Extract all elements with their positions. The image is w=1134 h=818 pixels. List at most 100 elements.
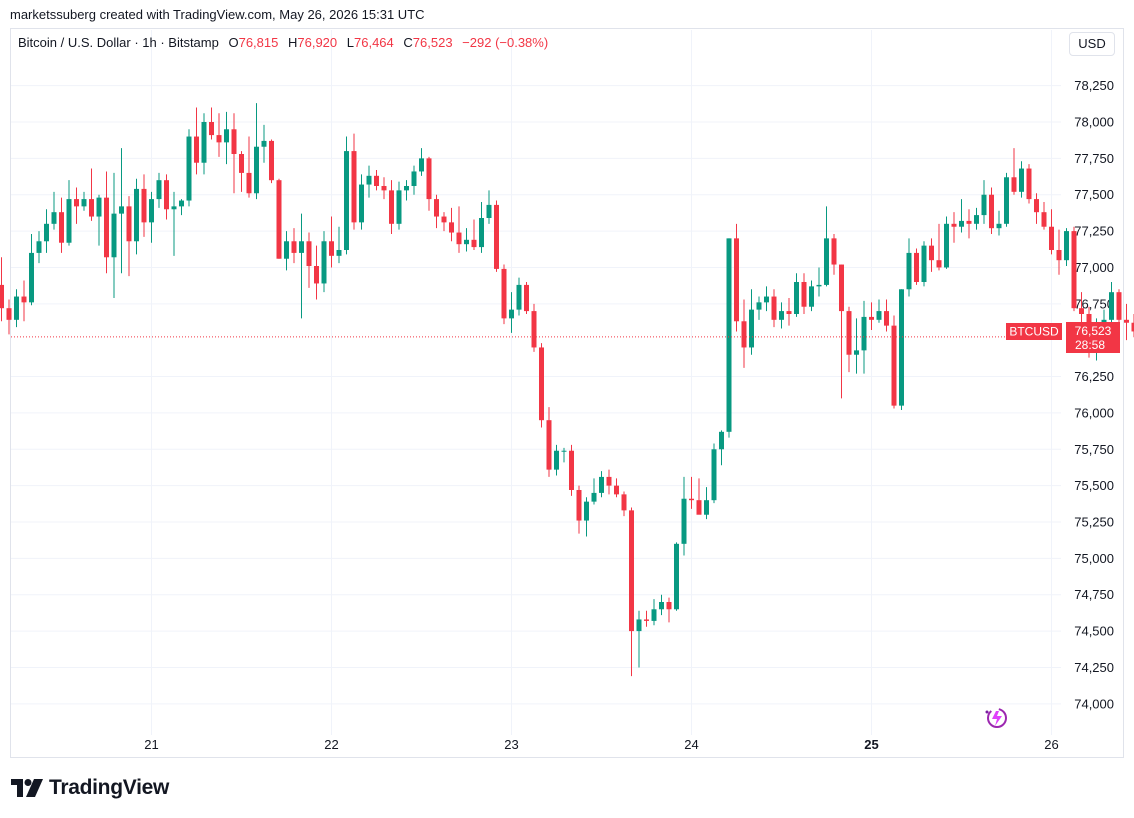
- tradingview-logo[interactable]: TradingView: [11, 776, 169, 800]
- candle-body: [276, 180, 282, 259]
- candle-body: [816, 284, 822, 287]
- candle-body: [411, 171, 417, 186]
- candle-body: [231, 129, 237, 154]
- candle-body: [81, 199, 87, 207]
- price-tag-bg: [1066, 322, 1120, 353]
- candle-body: [501, 268, 507, 319]
- candle-body: [839, 264, 844, 312]
- candle-body: [906, 252, 912, 290]
- candle-body: [794, 282, 799, 314]
- y-tick-label: 74,000: [1074, 696, 1114, 711]
- candle-body: [749, 309, 754, 348]
- change-value: −292 (−0.38%): [462, 35, 549, 50]
- magic-icon-ring: [987, 708, 1007, 728]
- candle-body: [1034, 199, 1039, 213]
- candle-body: [119, 206, 124, 214]
- candle-body: [374, 175, 379, 186]
- candle-body: [974, 215, 979, 224]
- candle-body: [831, 238, 837, 265]
- candle-body: [59, 212, 64, 243]
- candle-body: [434, 199, 439, 217]
- y-tick-label: 74,250: [1074, 660, 1114, 675]
- candle-body: [441, 216, 447, 223]
- price-axis: 74,000 74,250 74,500 74,750 75,000 75,250 75,5…: [1074, 78, 1114, 711]
- candle-body: [531, 311, 537, 348]
- candle-body: [674, 543, 679, 610]
- candle-body: [186, 136, 192, 201]
- y-tick-label: 77,000: [1074, 260, 1114, 275]
- candle-body: [471, 239, 477, 248]
- candle-body: [786, 311, 792, 314]
- y-tick-label: 74,750: [1074, 587, 1114, 602]
- candle-body: [329, 241, 334, 256]
- candle-body: [966, 220, 972, 224]
- candle-body: [741, 321, 747, 348]
- candle-body: [644, 619, 649, 621]
- candle-body: [89, 199, 94, 217]
- candle-body: [539, 347, 544, 421]
- candle-body: [141, 188, 147, 223]
- candle-body: [981, 194, 987, 216]
- candle-body: [569, 450, 574, 490]
- candle-body: [696, 500, 702, 515]
- magic-icon[interactable]: [985, 708, 1007, 728]
- candle-body: [486, 204, 492, 218]
- candle-body: [1131, 322, 1134, 332]
- candle-body: [719, 431, 724, 450]
- candle-body: [359, 184, 364, 223]
- candle-body: [951, 223, 957, 227]
- ticker-tag: BTCUSD: [1009, 325, 1059, 339]
- candle-body: [404, 186, 409, 191]
- candle-body: [681, 498, 687, 544]
- candle-body: [1004, 177, 1009, 224]
- candle-body: [854, 350, 859, 355]
- candle-body: [291, 241, 297, 253]
- candle-body: [239, 154, 244, 173]
- candle-body: [1116, 292, 1122, 320]
- candle-body: [44, 223, 49, 242]
- open-value: 76,815: [238, 35, 279, 50]
- candle-body: [989, 194, 994, 229]
- candle-body: [689, 498, 694, 501]
- candle-body: [111, 213, 117, 258]
- y-tick-label: 76,000: [1074, 405, 1114, 420]
- lightning-icon: [992, 711, 1002, 726]
- candle-body: [126, 206, 132, 242]
- candle-body: [629, 510, 634, 632]
- candle-body: [1109, 292, 1114, 320]
- candle-body: [621, 494, 627, 511]
- candle-body: [584, 501, 589, 521]
- candle-body: [779, 311, 784, 320]
- candle-body: [1026, 168, 1032, 200]
- candle-body: [876, 311, 882, 320]
- candle-body: [336, 250, 342, 256]
- candle-body: [66, 199, 72, 243]
- candle-body: [224, 129, 229, 143]
- candle-body: [494, 204, 499, 269]
- candle-body: [426, 158, 432, 200]
- currency-button[interactable]: USD: [1069, 32, 1115, 56]
- candle-body: [1124, 319, 1129, 323]
- candle-body: [929, 245, 934, 261]
- y-tick-label: 78,250: [1074, 78, 1114, 93]
- y-tick-label: 76,750: [1074, 296, 1114, 311]
- candle-body: [74, 199, 79, 207]
- y-tick-label: 74,500: [1074, 624, 1114, 639]
- candle-body: [216, 135, 222, 143]
- price-tag-countdown: 28:58: [1075, 338, 1105, 352]
- candle-body: [419, 158, 424, 172]
- x-tick-label: 25: [864, 737, 878, 752]
- candle-body: [366, 175, 372, 185]
- candle-body: [576, 490, 582, 521]
- y-tick-label: 75,000: [1074, 551, 1114, 566]
- x-tick-label: 21: [144, 737, 158, 752]
- candle-body: [284, 241, 289, 259]
- candle-body: [269, 140, 274, 181]
- chart-legend: Bitcoin / U.S. Dollar · 1h · Bitstamp O7…: [18, 35, 548, 50]
- candle-body: [801, 282, 807, 307]
- candle-body: [711, 449, 717, 501]
- candle-body: [1041, 212, 1047, 227]
- y-tick-label: 75,250: [1074, 515, 1114, 530]
- price-tag-value: 76,523: [1075, 324, 1112, 338]
